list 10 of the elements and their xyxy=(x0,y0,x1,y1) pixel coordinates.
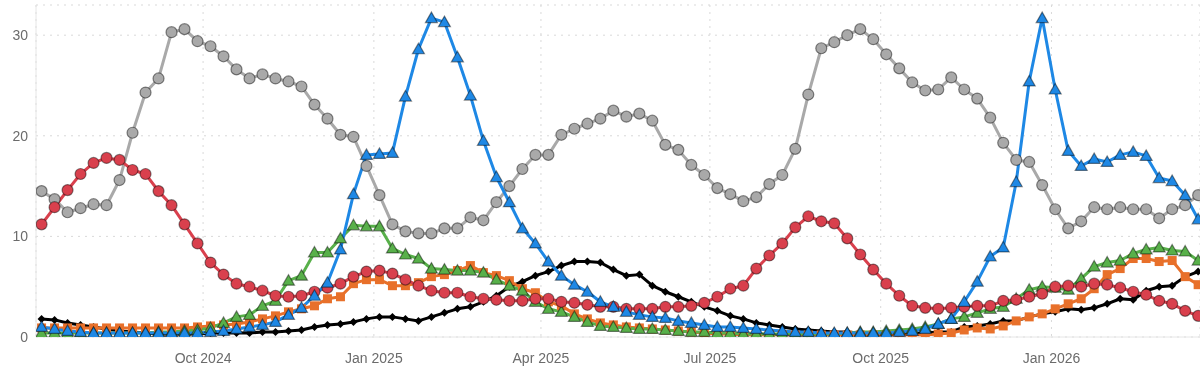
x-tick-label: Jan 2026 xyxy=(1022,349,1081,366)
y-tick-label: 10 xyxy=(12,228,29,245)
x-tick-label: Jul 2025 xyxy=(683,349,737,366)
y-tick-label: 20 xyxy=(12,127,29,144)
y-tick-label: 30 xyxy=(12,27,29,44)
x-tick-label: Oct 2025 xyxy=(852,349,910,366)
x-tick-label: Apr 2025 xyxy=(512,349,570,366)
y-tick-label: 0 xyxy=(20,328,29,345)
x-tick-label: Oct 2024 xyxy=(174,349,232,366)
x-tick-label: Jan 2025 xyxy=(345,349,403,366)
